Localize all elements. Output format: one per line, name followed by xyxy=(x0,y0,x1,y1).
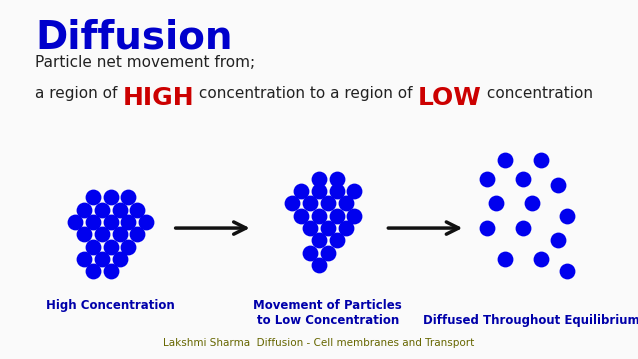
Point xyxy=(314,188,324,194)
Point xyxy=(132,207,142,213)
Point xyxy=(97,207,107,213)
Point xyxy=(491,201,501,206)
Point xyxy=(526,201,537,206)
Point xyxy=(341,201,351,206)
Point xyxy=(482,225,493,231)
Point xyxy=(332,238,342,243)
Point xyxy=(500,157,510,163)
Point xyxy=(332,176,342,182)
Point xyxy=(482,176,493,182)
Point xyxy=(535,256,545,262)
Point xyxy=(296,188,306,194)
Text: LOW: LOW xyxy=(418,86,482,110)
Point xyxy=(314,213,324,219)
Point xyxy=(562,268,572,274)
Text: Particle net movement from;: Particle net movement from; xyxy=(36,56,256,70)
Point xyxy=(341,225,351,231)
Point xyxy=(535,157,545,163)
Point xyxy=(97,256,107,262)
Point xyxy=(553,182,563,188)
Point xyxy=(323,201,333,206)
Point xyxy=(287,201,297,206)
Point xyxy=(132,231,142,237)
Point xyxy=(115,207,125,213)
Point xyxy=(115,256,125,262)
Point xyxy=(305,225,315,231)
Point xyxy=(106,244,116,250)
Point xyxy=(123,244,133,250)
Point xyxy=(141,219,151,225)
Point xyxy=(314,262,324,268)
Point xyxy=(350,213,360,219)
Point xyxy=(305,201,315,206)
Point xyxy=(123,194,133,200)
Point xyxy=(115,231,125,237)
Point xyxy=(562,213,572,219)
Point xyxy=(106,194,116,200)
Text: Movement of Particles
to Low Concentration: Movement of Particles to Low Concentrati… xyxy=(253,299,402,327)
Text: Lakshmi Sharma  Diffusion - Cell membranes and Transport: Lakshmi Sharma Diffusion - Cell membrane… xyxy=(163,338,475,348)
Text: a region of: a region of xyxy=(36,86,122,101)
Point xyxy=(88,268,98,274)
Point xyxy=(123,219,133,225)
Point xyxy=(517,176,528,182)
Point xyxy=(314,176,324,182)
Point xyxy=(305,250,315,256)
Point xyxy=(88,194,98,200)
Point xyxy=(296,213,306,219)
Point xyxy=(517,225,528,231)
Point xyxy=(97,231,107,237)
Text: High Concentration: High Concentration xyxy=(47,299,175,312)
Point xyxy=(88,244,98,250)
Point xyxy=(106,219,116,225)
Point xyxy=(553,238,563,243)
Point xyxy=(323,225,333,231)
Text: concentration: concentration xyxy=(482,86,593,101)
Point xyxy=(79,207,89,213)
Point xyxy=(79,231,89,237)
Point xyxy=(323,250,333,256)
Point xyxy=(70,219,80,225)
Point xyxy=(332,213,342,219)
Point xyxy=(106,268,116,274)
Point xyxy=(500,256,510,262)
Point xyxy=(314,238,324,243)
Point xyxy=(79,256,89,262)
Point xyxy=(88,219,98,225)
Text: Diffused Throughout Equilibrium: Diffused Throughout Equilibrium xyxy=(424,314,638,327)
Text: HIGH: HIGH xyxy=(122,86,195,110)
Point xyxy=(350,188,360,194)
Text: Diffusion: Diffusion xyxy=(36,19,233,56)
Text: concentration to a region of: concentration to a region of xyxy=(195,86,418,101)
Point xyxy=(332,188,342,194)
